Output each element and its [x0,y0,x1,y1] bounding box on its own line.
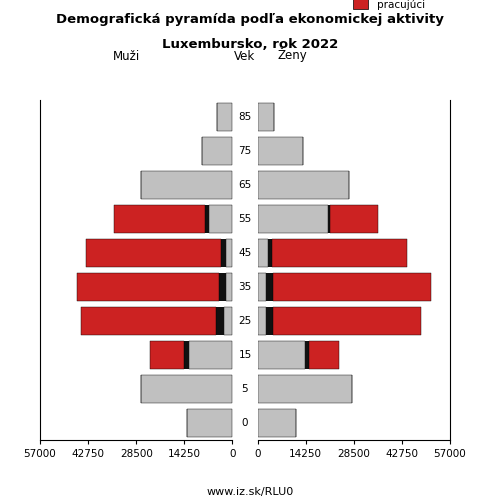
Bar [258,206,328,233]
Text: 35: 35 [238,282,252,292]
Text: 85: 85 [238,112,252,122]
Bar [80,308,216,334]
Bar [150,342,184,368]
Bar [258,308,266,334]
Text: 25: 25 [238,316,252,326]
Bar [258,172,348,198]
Bar [114,206,206,233]
Text: www.iz.sk/RLU0: www.iz.sk/RLU0 [206,488,294,498]
Bar [187,410,232,436]
Bar [218,104,232,130]
Bar [258,240,268,266]
Bar [328,206,330,233]
Bar [305,342,309,368]
Bar [86,240,220,266]
Bar [184,342,188,368]
Bar [258,342,305,368]
Bar [272,308,422,334]
Text: Demografická pyramída podľa ekonomickej aktivity: Demografická pyramída podľa ekonomickej … [56,12,444,26]
Text: 0: 0 [242,418,248,428]
Legend: neaktívni, nezamestnaní, pracujúci: neaktívni, nezamestnaní, pracujúci [348,0,455,14]
Bar [268,240,272,266]
Bar [272,240,407,266]
Text: 55: 55 [238,214,252,224]
Bar [202,138,232,164]
Bar [206,206,209,233]
Bar [142,172,233,198]
Text: 45: 45 [238,248,252,258]
Bar [224,308,232,334]
Bar [330,206,378,233]
Text: Ženy: Ženy [278,48,307,62]
Bar [142,376,233,402]
Text: 15: 15 [238,350,252,360]
Bar [188,342,232,368]
Bar [219,274,226,300]
Bar [309,342,339,368]
Text: 75: 75 [238,146,252,156]
Bar [258,410,296,436]
Bar [216,308,224,334]
Bar [258,376,352,402]
Bar [220,240,226,266]
Bar [266,274,272,300]
Bar [258,274,266,300]
Bar [266,308,272,334]
Bar [258,104,274,130]
Text: Vek: Vek [234,50,256,62]
Bar [77,274,219,300]
Text: Luxembursko, rok 2022: Luxembursko, rok 2022 [162,38,338,51]
Bar [258,138,303,164]
Bar [209,206,233,233]
Text: Muži: Muži [113,50,140,62]
Bar [272,274,432,300]
Bar [226,240,232,266]
Text: 5: 5 [242,384,248,394]
Bar [226,274,232,300]
Text: 65: 65 [238,180,252,190]
